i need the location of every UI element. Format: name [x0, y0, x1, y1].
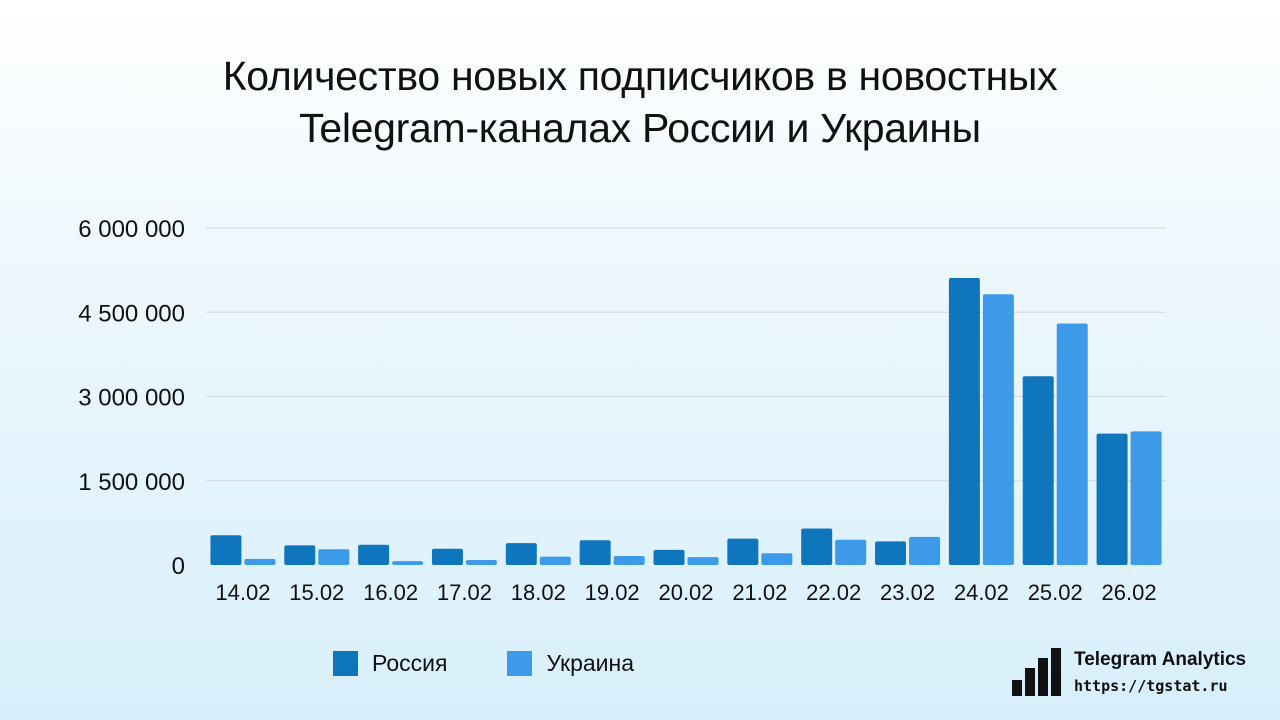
y-tick-label: 4 500 000	[78, 300, 185, 327]
bar-chart-icon	[1012, 648, 1061, 696]
bar-ukraine	[465, 559, 497, 565]
chart-title-line-1: Количество новых подписчиков в новостных	[222, 53, 1058, 99]
bar-ukraine	[539, 556, 571, 565]
legend-swatch-russia	[333, 651, 358, 676]
x-tick-label: 25.02	[1028, 580, 1083, 605]
brand-text: Telegram Analytics https://tgstat.ru	[1074, 648, 1246, 695]
bar-ukraine	[982, 294, 1014, 565]
bar-ukraine	[761, 553, 793, 565]
y-tick-label: 0	[172, 553, 185, 580]
y-tick-label: 6 000 000	[78, 216, 185, 243]
bar-ukraine	[1130, 431, 1162, 565]
y-tick-label: 1 500 000	[78, 469, 185, 496]
bars	[210, 277, 1162, 565]
legend-label-ukraine: Украина	[546, 650, 635, 676]
brand-url[interactable]: https://tgstat.ru	[1074, 677, 1228, 695]
bar-ukraine	[318, 549, 350, 565]
bar-russia	[284, 545, 316, 565]
x-axis-ticks: 14.02 15.02 16.02 17.02 18.02 19.02 20.02 21.02…	[215, 580, 1156, 605]
x-tick-label: 23.02	[880, 580, 935, 605]
bar-ukraine	[909, 536, 941, 565]
legend-swatch-ukraine	[507, 651, 533, 676]
legend-label-russia: Россия	[372, 650, 448, 676]
legend-item-ukraine: Украина	[507, 650, 634, 677]
gridlines	[206, 227, 1166, 482]
y-axis-ticks: 0 1 500 000 3 000 000 4 500 000 6 000 000	[78, 216, 185, 580]
chart-title-line-2: Telegram-каналах России и Украины	[299, 105, 981, 151]
y-tick-label: 3 000 000	[78, 385, 185, 412]
x-tick-label: 24.02	[954, 580, 1009, 605]
x-tick-label: 15.02	[289, 580, 344, 605]
x-tick-label: 17.02	[437, 580, 492, 605]
legend-item-russia: Россия	[333, 650, 447, 677]
bar-russia	[653, 549, 685, 565]
bar-russia	[727, 538, 759, 565]
bar-ukraine	[687, 557, 719, 565]
x-tick-label: 18.02	[511, 580, 566, 605]
x-tick-label: 26.02	[1102, 580, 1157, 605]
bar-russia	[801, 528, 833, 565]
bar-ukraine	[392, 561, 424, 565]
bar-chart: 0 1 500 000 3 000 000 4 500 000 6 000 000 14…	[78, 216, 1166, 605]
bar-russia	[1022, 376, 1054, 565]
x-tick-label: 21.02	[732, 580, 787, 605]
bar-russia	[358, 544, 390, 565]
bar-russia	[579, 540, 611, 565]
x-tick-label: 16.02	[363, 580, 418, 605]
bar-ukraine	[1056, 323, 1088, 565]
bar-ukraine	[613, 556, 645, 565]
bar-russia	[948, 277, 980, 565]
legend: Россия Украина	[333, 650, 694, 677]
brand-logo: Telegram Analytics https://tgstat.ru	[1012, 648, 1246, 696]
bar-russia	[1096, 433, 1128, 565]
chart-title: Количество новых подписчиков в новостных…	[0, 50, 1280, 154]
x-tick-label: 14.02	[215, 580, 270, 605]
bar-ukraine	[835, 539, 867, 565]
x-tick-label: 19.02	[585, 580, 640, 605]
bar-russia	[505, 543, 537, 565]
x-tick-label: 22.02	[806, 580, 861, 605]
bar-russia	[875, 541, 907, 565]
bar-russia	[431, 548, 463, 565]
bar-ukraine	[244, 558, 276, 565]
bar-russia	[210, 535, 242, 565]
brand-name: Telegram Analytics	[1074, 649, 1247, 670]
x-tick-label: 20.02	[658, 580, 713, 605]
